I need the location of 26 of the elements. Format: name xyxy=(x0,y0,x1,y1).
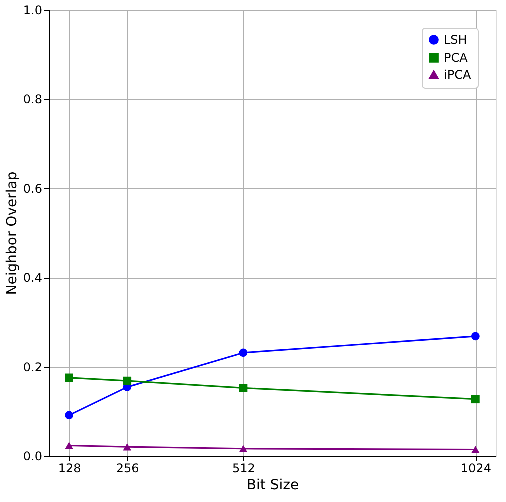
point xyxy=(65,411,74,420)
point xyxy=(472,332,480,341)
y-tick-label: 1.0 xyxy=(23,4,42,18)
point xyxy=(239,348,248,358)
y-tick-label: 0.4 xyxy=(23,271,42,286)
point xyxy=(472,395,480,404)
point xyxy=(123,376,132,386)
legend-label: iPCA xyxy=(444,68,472,82)
y-axis-title: Neighbor Overlap xyxy=(4,172,20,296)
point xyxy=(65,374,74,382)
x-tick-label: 128 xyxy=(58,462,82,476)
x-tick-label: 512 xyxy=(232,462,256,476)
y-tick-label: 0.0 xyxy=(23,450,42,464)
point xyxy=(123,443,132,451)
x-axis-title: Bit Size xyxy=(246,478,300,494)
y-tick-label: 0.6 xyxy=(23,182,42,196)
point xyxy=(472,446,480,454)
y-tick-label: 0.2 xyxy=(23,360,42,374)
legend-label: PCA xyxy=(444,51,469,65)
legend-label: LSH xyxy=(444,33,468,47)
x-tick-label: 1024 xyxy=(460,462,492,476)
point xyxy=(65,442,74,450)
point xyxy=(239,384,248,392)
x-tick-label: 256 xyxy=(116,462,140,476)
point xyxy=(239,445,248,452)
y-tick-label: 0.8 xyxy=(23,92,42,107)
